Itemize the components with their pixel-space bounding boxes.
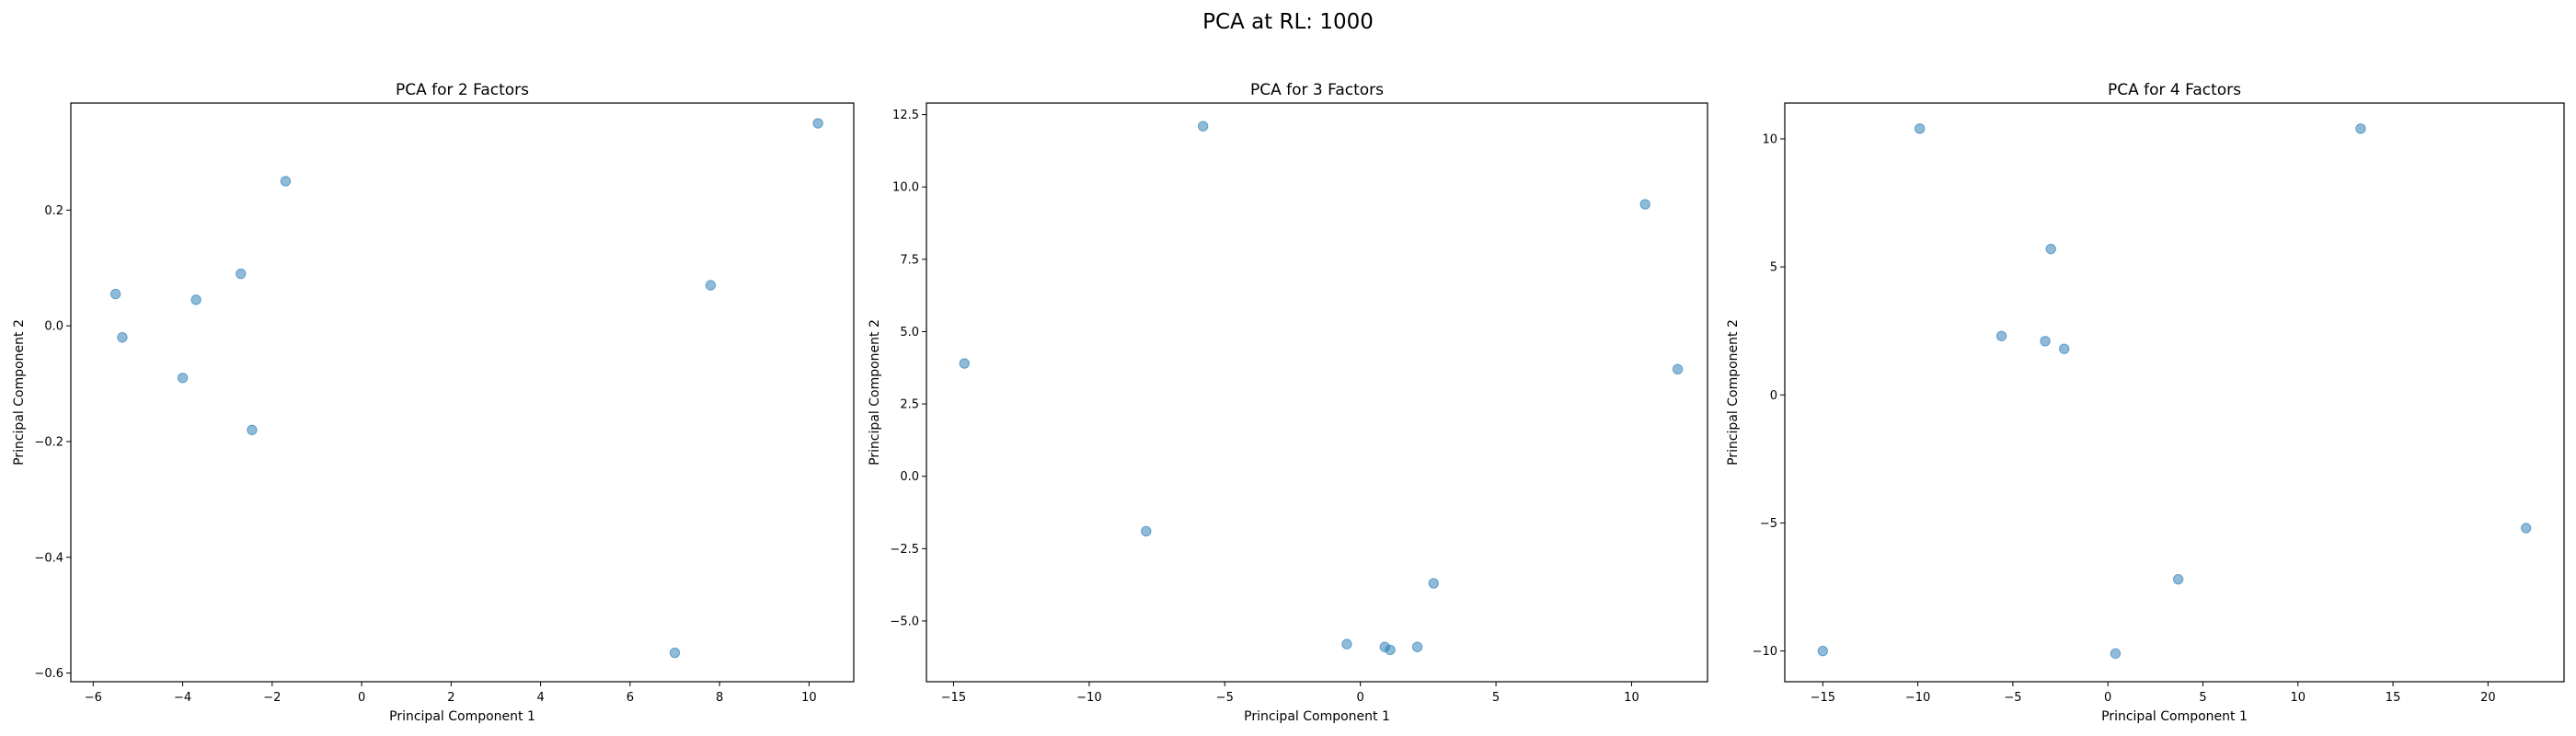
y-tick-label: −2.5: [890, 543, 919, 557]
axes-frame: [70, 102, 855, 683]
y-tick-label: 12.5: [892, 109, 919, 122]
data-point: [247, 424, 258, 436]
x-axis-label: Principal Component 1: [1244, 709, 1390, 724]
data-point: [705, 280, 717, 291]
y-tick-label: 0.2: [44, 204, 63, 218]
x-tick-label: 10: [2291, 691, 2306, 705]
subplot-4-factors: PCA for 4 Factors Principal Component 1 …: [1726, 81, 2565, 724]
x-tick-label: 0: [2104, 691, 2111, 705]
data-point: [1341, 638, 1352, 650]
subplot-2-factors: PCA for 2 Factors Principal Component 1 …: [12, 81, 855, 724]
x-tick-label: −5: [2004, 691, 2021, 705]
data-point: [2058, 343, 2070, 354]
data-point: [1914, 123, 1926, 134]
data-point: [1672, 363, 1684, 375]
y-tick-label: 0.0: [900, 470, 919, 484]
data-point: [2172, 573, 2184, 585]
y-axis-label: Principal Component 2: [868, 319, 882, 466]
data-point: [2355, 123, 2366, 134]
y-tick-label: 5.0: [900, 326, 919, 339]
data-point: [1385, 644, 1396, 656]
x-tick-label: 4: [536, 691, 544, 705]
axes-frame: [1784, 102, 2565, 683]
x-tick-label: 6: [627, 691, 634, 705]
data-point: [117, 332, 128, 343]
data-point: [1411, 641, 1423, 652]
x-tick-label: 5: [2199, 691, 2206, 705]
x-tick-label: 10: [1624, 691, 1639, 705]
x-tick-label: −6: [85, 691, 102, 705]
subplot-title: PCA for 3 Factors: [1250, 81, 1384, 99]
data-point: [1428, 578, 1439, 589]
subplot-title: PCA for 2 Factors: [396, 81, 529, 99]
y-tick-label: 10: [1762, 132, 1777, 146]
x-axis-label: Principal Component 1: [2101, 709, 2248, 724]
x-tick-label: −5: [1216, 691, 1234, 705]
x-tick-label: 0: [358, 691, 365, 705]
x-tick-label: 0: [1357, 691, 1364, 705]
data-point: [2040, 336, 2051, 347]
y-tick-label: 7.5: [900, 253, 919, 267]
x-axis-label: Principal Component 1: [389, 709, 535, 724]
y-tick-label: 0.0: [44, 320, 63, 334]
x-tick-label: −10: [1905, 691, 1930, 705]
data-point: [177, 373, 189, 384]
data-point: [812, 118, 823, 129]
subplot-title: PCA for 4 Factors: [2108, 81, 2241, 99]
data-point: [280, 176, 292, 187]
data-point: [190, 294, 201, 305]
y-axis-label: Principal Component 2: [1726, 319, 1741, 466]
data-point: [1141, 525, 1152, 537]
data-point: [2110, 648, 2122, 660]
data-point: [1995, 330, 2007, 341]
x-tick-label: −15: [1811, 691, 1835, 705]
y-tick-label: −0.2: [34, 435, 63, 449]
data-point: [669, 647, 681, 659]
y-tick-label: −5: [1760, 517, 1777, 531]
data-point: [1817, 645, 1829, 657]
subplot-3-factors: PCA for 3 Factors Principal Component 1 …: [868, 81, 1708, 724]
y-tick-label: −10: [1753, 645, 1777, 659]
y-tick-label: −0.6: [34, 667, 63, 681]
x-tick-label: −4: [174, 691, 191, 705]
data-point: [1639, 199, 1650, 210]
data-point: [2520, 523, 2532, 534]
y-tick-label: −5.0: [890, 615, 919, 628]
x-tick-label: 2: [447, 691, 454, 705]
data-point: [959, 358, 970, 369]
x-tick-label: −2: [263, 691, 281, 705]
y-tick-label: 0: [1770, 389, 1777, 403]
x-tick-label: −10: [1076, 691, 1101, 705]
data-point: [236, 268, 247, 280]
data-point: [1197, 121, 1209, 132]
x-tick-label: 8: [716, 691, 723, 705]
y-tick-label: 2.5: [900, 398, 919, 412]
y-tick-label: 5: [1770, 261, 1777, 275]
y-tick-label: 10.0: [892, 181, 919, 195]
x-tick-label: −15: [941, 691, 966, 705]
x-tick-label: 5: [1492, 691, 1500, 705]
x-tick-label: 10: [801, 691, 817, 705]
y-axis-label: Principal Component 2: [12, 319, 27, 466]
y-tick-label: −0.4: [34, 551, 63, 565]
x-tick-label: 20: [2480, 691, 2496, 705]
x-tick-label: 15: [2386, 691, 2401, 705]
data-point: [2045, 243, 2056, 255]
axes-frame: [926, 102, 1708, 683]
data-point: [109, 288, 121, 300]
figure-suptitle: PCA at RL: 1000: [1202, 10, 1374, 34]
